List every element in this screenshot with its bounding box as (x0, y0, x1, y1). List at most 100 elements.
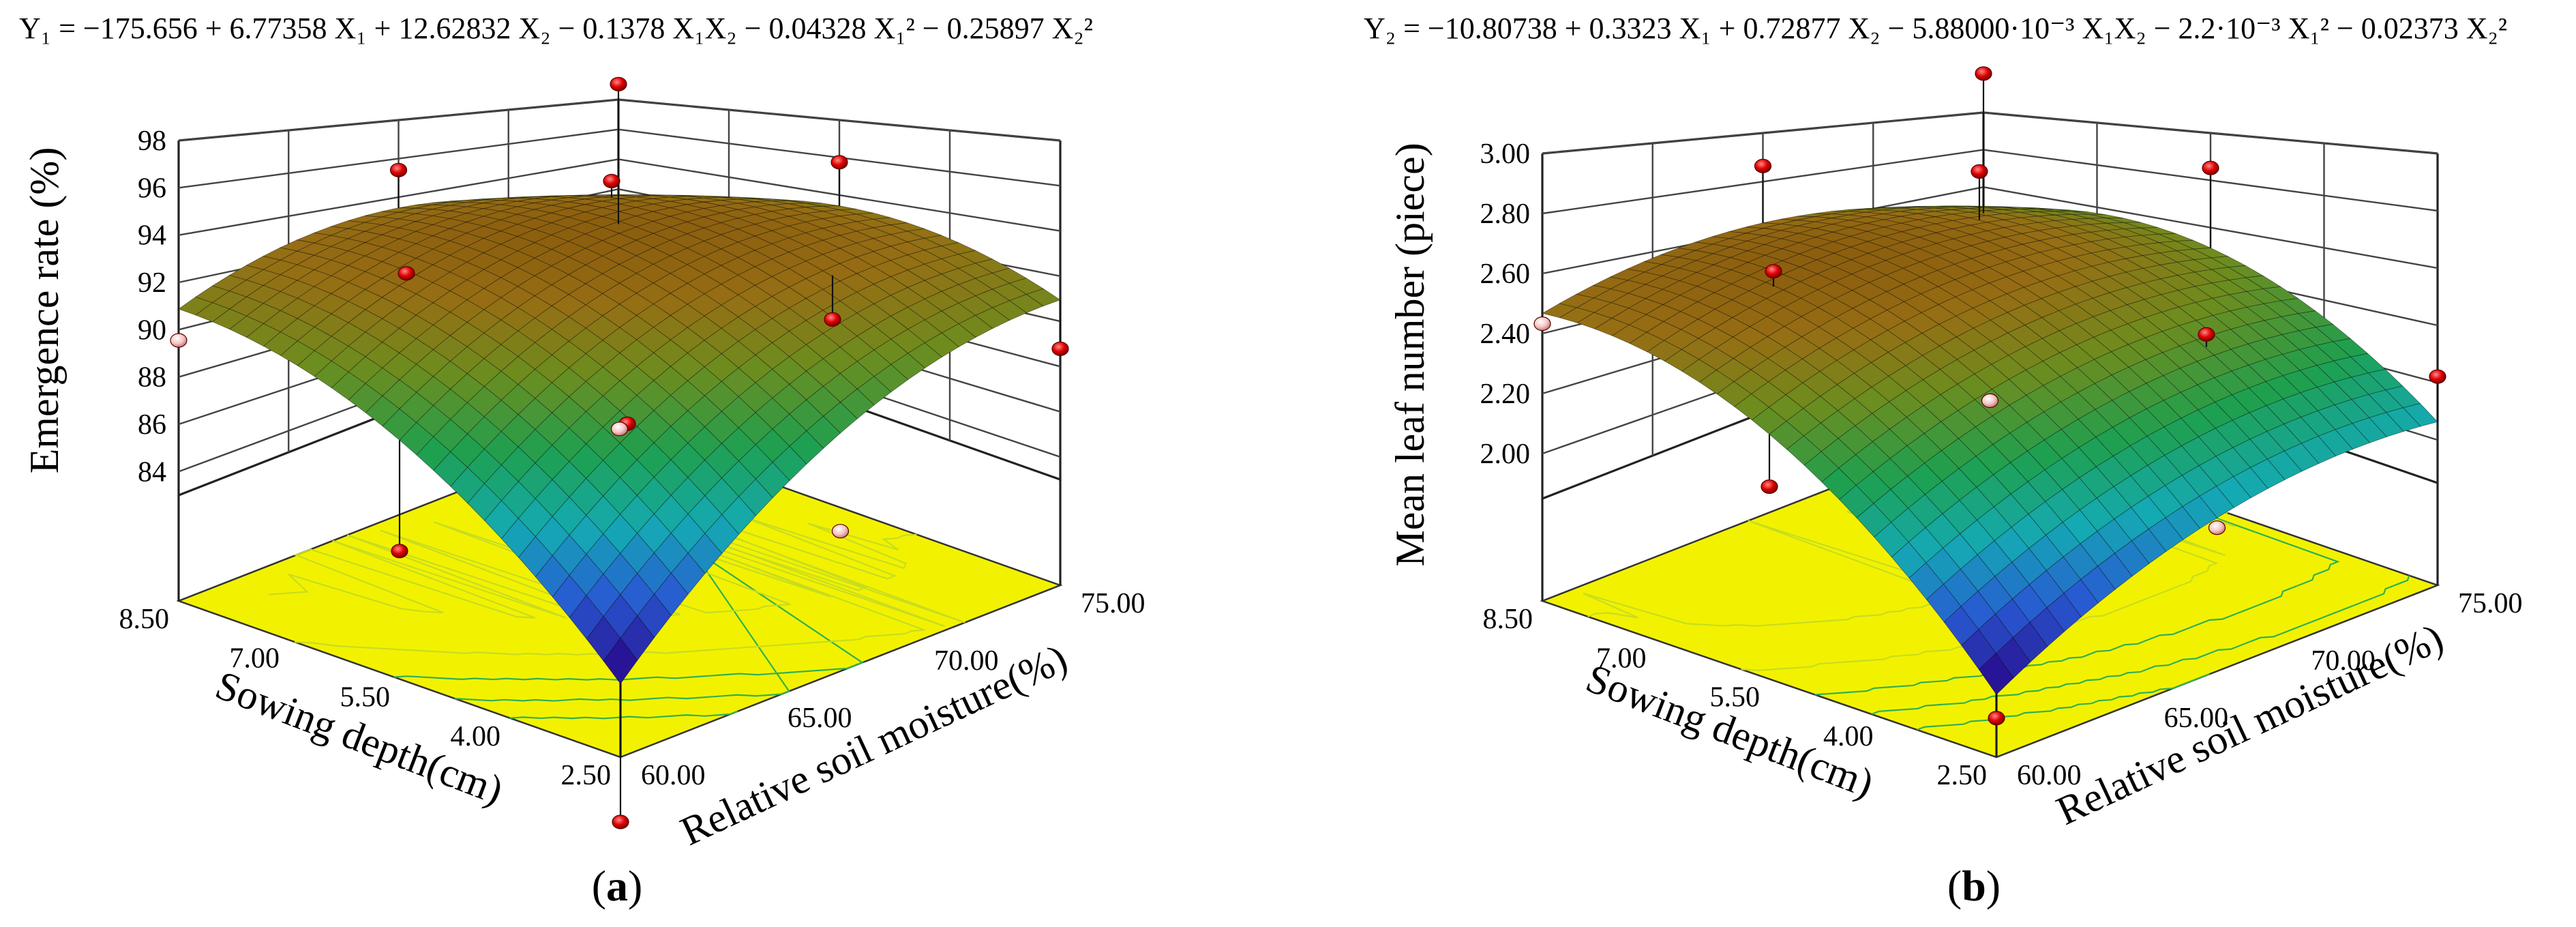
design-points (1533, 66, 2446, 726)
surface-facet (1942, 499, 1978, 535)
surface-facet (1921, 324, 1958, 347)
surface-facet (872, 234, 909, 247)
contour-line (268, 510, 917, 619)
design-point (1971, 164, 1988, 179)
surface-facet (1818, 338, 1855, 361)
surface-facet (2350, 353, 2386, 374)
surface-facet (1681, 338, 1717, 360)
surface-facet (703, 234, 739, 250)
surface-facet (2106, 236, 2144, 248)
surface-facet (1848, 209, 1883, 213)
surface-facet (535, 555, 570, 598)
surface-facet (381, 211, 416, 220)
panel-letter-a: a (606, 862, 628, 910)
panel-letter-b: b (1962, 862, 1986, 910)
surface-facet (1908, 527, 1944, 563)
surface-facet (1936, 250, 1973, 265)
x-tick-label: 65.00 (788, 703, 852, 734)
surface-facet (737, 206, 772, 215)
design-point (831, 524, 850, 539)
surface-facet (2147, 485, 2183, 518)
surface-facet (788, 261, 824, 279)
surface-facet (2006, 286, 2042, 306)
surface-facet (2231, 387, 2267, 413)
surface-facet (1922, 369, 1958, 396)
surface-facet (1750, 357, 1786, 383)
surface-facet (2141, 242, 2178, 254)
surface-facet (704, 196, 738, 201)
surface-facet (1611, 324, 1647, 344)
surface-facet (1008, 294, 1045, 314)
surface-facet (2095, 456, 2131, 487)
surface-facet (1833, 246, 1870, 261)
surface-facet (1868, 260, 1904, 276)
surface-facet (2142, 278, 2179, 295)
surface-facet (1955, 289, 1991, 309)
surface-facet (2299, 387, 2335, 411)
surface-facet (721, 460, 756, 497)
surface-facet (873, 217, 908, 226)
surface-facet (2041, 292, 2077, 311)
surface-facet (770, 216, 807, 226)
surface-facet (1763, 223, 1798, 231)
surface-facet (2211, 294, 2248, 312)
surface-facet (1943, 533, 1978, 570)
surface-facet (1990, 355, 2026, 380)
surface-facet (906, 250, 942, 265)
surface-facet (755, 397, 790, 430)
surface-facet (551, 195, 586, 198)
surface-facet (755, 462, 790, 499)
surface-facet (1694, 244, 1731, 254)
surface-facet (1970, 241, 2007, 254)
surface-facet (1679, 301, 1716, 320)
surface-facet (2127, 337, 2163, 360)
surface-facet (1661, 267, 1698, 281)
surface-facet (839, 256, 875, 274)
surface-facet (771, 237, 807, 253)
box-top-edge (1542, 111, 2438, 155)
surface-facet (2142, 265, 2178, 280)
surface-facet (1797, 237, 1835, 248)
surface-facet (839, 242, 875, 258)
surface-facet (2110, 304, 2146, 325)
surface-facet (839, 312, 875, 337)
surface-facet (1750, 336, 1786, 359)
design-point (824, 312, 841, 327)
surface-facet (1921, 304, 1957, 325)
surface-facet (2163, 392, 2199, 419)
surface-facet (2114, 507, 2149, 542)
surface-facet (772, 445, 807, 482)
y-tick-label: 7.00 (1596, 643, 1647, 674)
surface-facet (1889, 417, 1925, 446)
surface-facet (2029, 607, 2065, 647)
design-point (612, 814, 629, 829)
surface-facet (1958, 426, 1994, 457)
surface-facet (2113, 475, 2149, 508)
surface-facet (1917, 211, 1952, 218)
surface-facet (1558, 293, 1595, 308)
surface-facet (195, 302, 230, 323)
surface-facet (1748, 298, 1785, 317)
surface-facet (2281, 330, 2318, 350)
surface-facet (1852, 299, 1888, 320)
surface-facet (890, 254, 925, 271)
surface-facet (2054, 211, 2089, 215)
z-tick-label: 94 (138, 220, 166, 252)
surface-facet (2266, 424, 2302, 452)
surface-facet (2265, 375, 2301, 400)
design-point (603, 173, 620, 189)
surface-facet (1955, 308, 1991, 329)
surface-facet (1978, 613, 2013, 654)
surface-facet (1976, 506, 2012, 542)
surface-facet (1874, 522, 1909, 558)
surface-facet (2131, 528, 2167, 564)
surface-facet (788, 245, 824, 262)
surface-facet (975, 307, 1010, 329)
surface-facet (1751, 407, 1787, 435)
surface-facet (382, 408, 417, 441)
surface-facet (788, 213, 823, 222)
surface-facet (1660, 256, 1697, 269)
surface-facet (940, 242, 976, 255)
x-tick-label: 65.00 (2164, 703, 2229, 734)
surface-facet (2333, 377, 2369, 400)
